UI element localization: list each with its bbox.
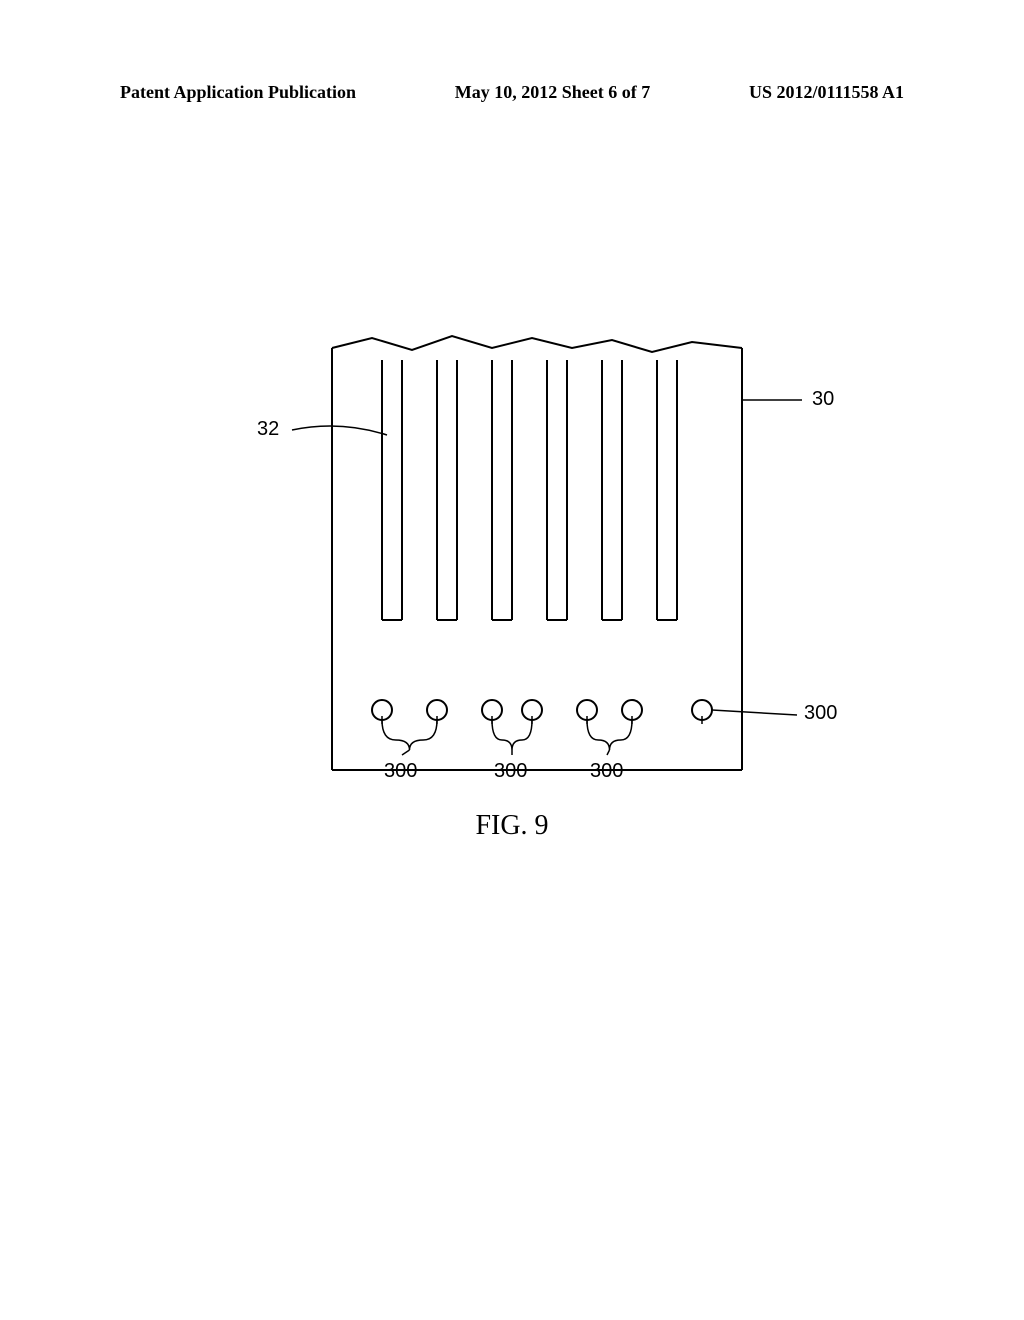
ref-label-32: 32 — [257, 418, 279, 441]
ref-label-300-right: 300 — [804, 702, 837, 725]
ref-label-30: 30 — [812, 388, 834, 411]
page-header: Patent Application Publication May 10, 2… — [0, 82, 1024, 103]
header-center: May 10, 2012 Sheet 6 of 7 — [455, 82, 650, 103]
ref-label-300-b2: 300 — [494, 760, 527, 783]
header-left: Patent Application Publication — [120, 82, 356, 103]
figure-svg — [212, 300, 862, 820]
ref-label-300-b3: 300 — [590, 760, 623, 783]
header-right: US 2012/0111558 A1 — [749, 82, 904, 103]
ref-label-300-b1: 300 — [384, 760, 417, 783]
figure-caption: FIG. 9 — [475, 810, 548, 842]
